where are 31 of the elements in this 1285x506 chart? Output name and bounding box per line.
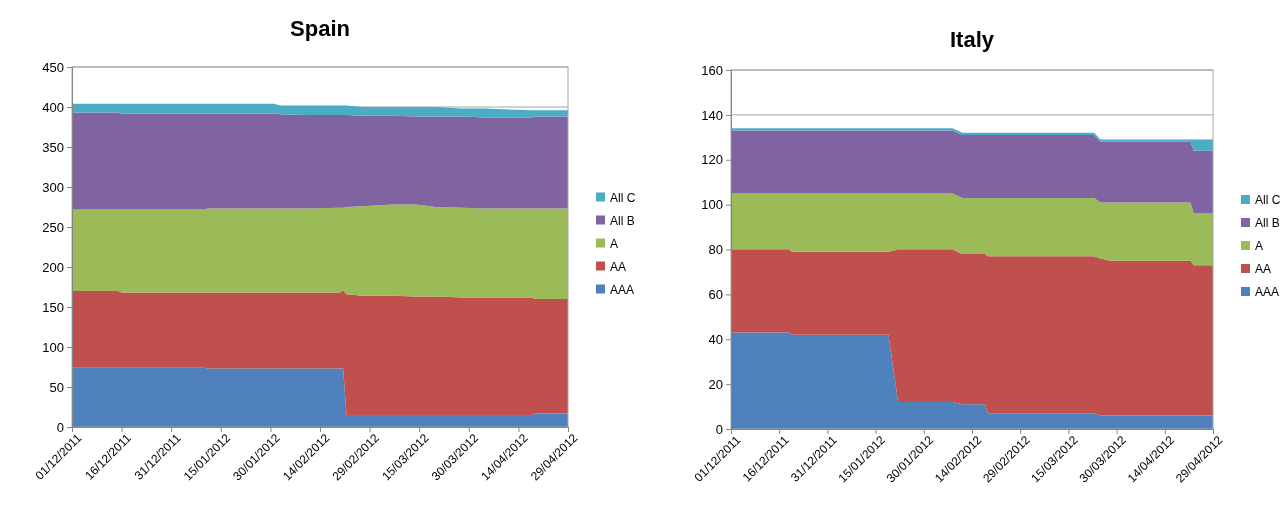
legend-label: All B (610, 213, 635, 228)
y-tick-label: 80 (708, 242, 723, 258)
y-tick-label: 100 (42, 339, 64, 355)
legend-label: A (1255, 239, 1264, 253)
y-tick-label: 350 (42, 139, 64, 155)
y-tick-label: 120 (701, 152, 723, 168)
y-tick-label: 0 (715, 421, 723, 437)
y-tick-label: 60 (708, 287, 723, 303)
chart-title: Italy (949, 27, 995, 52)
y-tick-label: 40 (708, 331, 723, 347)
y-tick-label: 150 (42, 299, 64, 315)
y-tick-label: 100 (701, 197, 723, 213)
legend-label: AA (1255, 262, 1272, 276)
legend-label: AAA (1255, 285, 1280, 299)
legend-label: AA (610, 259, 627, 274)
legend-label: AAA (610, 282, 635, 297)
legend-label: All C (1255, 193, 1281, 207)
y-tick-label: 160 (701, 62, 723, 78)
y-tick-label: 20 (708, 376, 723, 392)
legend-label: All C (610, 190, 636, 205)
y-tick-label: 450 (42, 59, 64, 75)
y-tick-label: 0 (56, 419, 64, 435)
y-tick-label: 250 (42, 219, 64, 235)
y-tick-label: 140 (701, 107, 723, 123)
y-tick-label: 300 (42, 179, 64, 195)
y-tick-label: 200 (42, 259, 64, 275)
legend-label: A (610, 236, 619, 251)
y-tick-label: 400 (42, 99, 64, 115)
legend-label: All B (1255, 216, 1280, 230)
chart-title: Spain (290, 16, 350, 41)
y-tick-label: 50 (49, 379, 64, 395)
